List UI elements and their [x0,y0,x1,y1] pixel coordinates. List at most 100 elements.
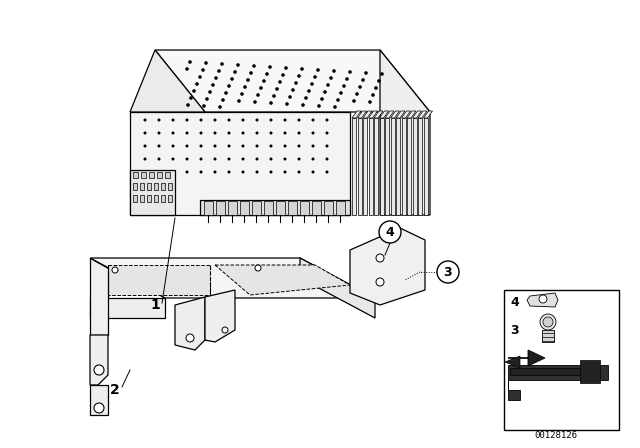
Circle shape [94,365,104,375]
Circle shape [313,75,317,79]
Circle shape [205,97,209,101]
Circle shape [278,80,282,84]
Circle shape [284,119,287,121]
Polygon shape [542,330,554,342]
Circle shape [310,82,314,86]
Circle shape [361,78,365,82]
Circle shape [339,91,343,95]
Polygon shape [240,201,249,215]
Circle shape [326,119,328,121]
Circle shape [185,67,189,71]
Circle shape [379,221,401,243]
Polygon shape [385,118,389,215]
Circle shape [368,100,372,104]
Polygon shape [157,172,162,178]
Circle shape [317,104,321,108]
Polygon shape [396,111,405,118]
Circle shape [227,171,230,173]
Circle shape [326,132,328,134]
Circle shape [288,95,292,99]
Circle shape [312,119,314,121]
Polygon shape [252,201,261,215]
Circle shape [240,92,244,96]
Circle shape [222,327,228,333]
Polygon shape [140,183,144,190]
Text: 1: 1 [150,298,160,312]
Polygon shape [380,50,430,215]
Circle shape [227,158,230,160]
Polygon shape [358,118,362,215]
Circle shape [172,132,175,134]
Polygon shape [108,265,210,295]
Circle shape [284,66,288,70]
Circle shape [252,64,256,68]
Circle shape [214,171,216,173]
Circle shape [298,145,301,147]
Circle shape [437,261,459,283]
Circle shape [112,267,118,273]
Circle shape [217,69,221,73]
Polygon shape [154,183,158,190]
Polygon shape [216,201,225,215]
Circle shape [186,145,189,147]
Circle shape [269,101,273,105]
Circle shape [284,132,287,134]
Polygon shape [276,201,285,215]
Circle shape [143,145,147,147]
Circle shape [298,171,301,173]
Circle shape [377,79,381,83]
Polygon shape [374,118,378,215]
Polygon shape [352,111,361,118]
Circle shape [157,171,161,173]
Circle shape [186,171,189,173]
Circle shape [380,72,384,76]
Circle shape [329,76,333,80]
Circle shape [348,70,352,74]
Circle shape [200,158,202,160]
Polygon shape [369,111,378,118]
Circle shape [186,334,194,342]
Polygon shape [300,258,375,318]
Circle shape [298,132,301,134]
Polygon shape [133,172,138,178]
Circle shape [312,158,314,160]
Polygon shape [205,290,235,342]
Circle shape [284,145,287,147]
Polygon shape [165,172,170,178]
Circle shape [224,91,228,95]
Polygon shape [580,360,600,383]
Polygon shape [300,201,309,215]
Polygon shape [288,201,297,215]
Polygon shape [147,183,151,190]
Circle shape [255,119,259,121]
Polygon shape [141,172,146,178]
Polygon shape [380,118,383,215]
Polygon shape [324,201,333,215]
Polygon shape [154,195,158,202]
Polygon shape [149,172,154,178]
Circle shape [236,63,240,67]
Circle shape [312,132,314,134]
Bar [504,290,619,430]
Circle shape [241,145,244,147]
Polygon shape [130,50,205,112]
Polygon shape [358,111,367,118]
Text: 4: 4 [386,225,394,238]
Circle shape [312,171,314,173]
Circle shape [355,92,359,96]
Circle shape [272,94,276,98]
Circle shape [255,145,259,147]
Polygon shape [312,201,321,215]
Polygon shape [527,293,558,307]
Polygon shape [363,111,372,118]
Circle shape [253,100,257,104]
Circle shape [268,65,272,69]
Circle shape [374,86,378,90]
Polygon shape [401,111,410,118]
Circle shape [214,145,216,147]
Circle shape [298,119,301,121]
Circle shape [186,103,190,107]
Polygon shape [424,118,428,215]
Text: 4: 4 [510,296,519,309]
Circle shape [157,145,161,147]
